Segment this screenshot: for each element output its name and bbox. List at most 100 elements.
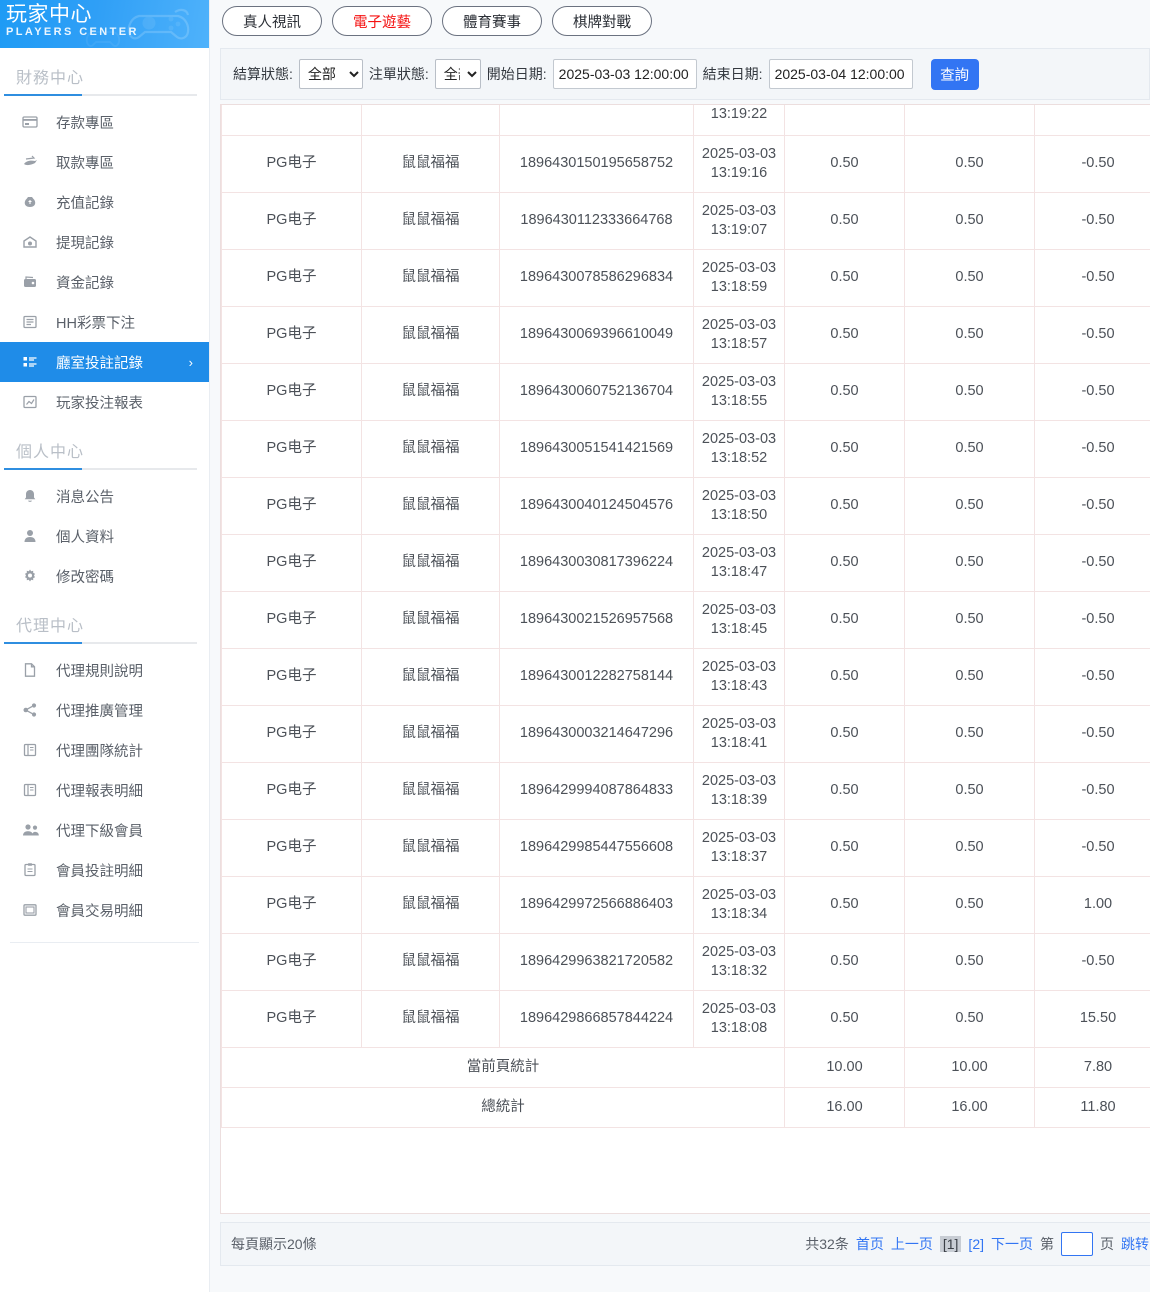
sidebar-item-deposit[interactable]: 存款專區 <box>0 102 209 142</box>
cell-bet-amount: 0.50 <box>784 477 905 535</box>
table-row[interactable]: PG电子 鼠鼠福福 1896429985447556608 2025-03-03 13:… <box>221 819 1150 877</box>
sidebar-item-agent-report-detail[interactable]: 代理報表明細 <box>0 770 209 810</box>
cell-bet-amount: 0.50 <box>784 762 905 820</box>
table-row[interactable]: PG电子 鼠鼠福福 1896430112333664768 2025-03-03 13:… <box>221 192 1150 250</box>
jump-page-input[interactable] <box>1061 1232 1093 1256</box>
sidebar-item-label: 提現記錄 <box>56 235 114 252</box>
sidebar-item-label: 玩家投注報表 <box>56 395 143 412</box>
cell-order-id: 1896430003214647296 <box>499 705 694 763</box>
page-number-2[interactable]: [2] <box>968 1236 984 1252</box>
tab-live-casino[interactable]: 真人視訊 <box>222 6 322 36</box>
money-bag-icon <box>22 194 44 210</box>
table-row[interactable]: PG电子 鼠鼠福福 1896430051541421569 2025-03-03 13:… <box>221 420 1150 478</box>
end-date-input[interactable] <box>768 59 913 89</box>
page-number-1[interactable]: [1] <box>939 1236 962 1252</box>
start-date-input[interactable] <box>552 59 697 89</box>
cell-profit: -0.50 <box>1034 135 1150 193</box>
query-button[interactable]: 查詢 <box>930 58 979 90</box>
jump-unit-label: 页 <box>1100 1236 1114 1252</box>
table-row[interactable]: PG电子 鼠鼠福福 1896430060752136704 2025-03-03 13:… <box>221 363 1150 421</box>
sidebar-item-label: 個人資料 <box>56 529 114 546</box>
sidebar-item-label: HH彩票下注 <box>56 315 135 332</box>
sidebar-item-agent-team-stats[interactable]: 代理團隊統計 <box>0 730 209 770</box>
brand-title-cn: 玩家中心 <box>6 3 92 26</box>
table-summary-body: 當前頁統計 10.00 10.00 7.80 總統計 16.00 16.00 11.80 <box>221 1047 1150 1128</box>
table-row[interactable]: PG电子 鼠鼠福福 1896430150195658752 2025-03-03 13:… <box>221 135 1150 193</box>
table-row[interactable]: PG电子 鼠鼠福福 1896429963821720582 2025-03-03 13:… <box>221 933 1150 991</box>
table-row[interactable]: PG电子 鼠鼠福福 1896430069396610049 2025-03-03 13:… <box>221 306 1150 364</box>
per-page-label: 每頁顯示20條 <box>231 1236 317 1252</box>
cell-bet-amount: 0.50 <box>784 990 905 1048</box>
cell-order-id: 1896429866857844224 <box>499 990 694 1048</box>
sidebar-item-member-bet-detail[interactable]: 會員投註明細 <box>0 850 209 890</box>
sidebar-item-label: 會員投註明細 <box>56 863 143 880</box>
cell-platform: PG电子 <box>221 534 362 592</box>
table-row[interactable]: PG电子 鼠鼠福福 1896429972566886403 2025-03-03 13:… <box>221 876 1150 934</box>
tab-card-games[interactable]: 棋牌對戰 <box>552 6 652 36</box>
cell-profit: -0.50 <box>1034 249 1150 307</box>
settle-status-select[interactable]: 全部 <box>298 59 363 89</box>
cell-game: 鼠鼠福福 <box>361 819 500 877</box>
sidebar-item-member-transaction-detail[interactable]: 會員交易明細 <box>0 890 209 930</box>
share-icon <box>22 702 44 718</box>
sidebar-item-agent-promotion[interactable]: 代理推廣管理 <box>0 690 209 730</box>
sidebar-item-profile[interactable]: 個人資料 <box>0 516 209 556</box>
cell-valid-amount: 0.50 <box>904 363 1035 421</box>
sidebar-item-player-bet-report[interactable]: 玩家投注報表 <box>0 382 209 422</box>
table-row[interactable]: PG电子 鼠鼠福福 1896430003214647296 2025-03-03 13:… <box>221 705 1150 763</box>
table-row[interactable]: PG电子 鼠鼠福福 1896430078586296834 2025-03-03 13:… <box>221 249 1150 307</box>
pagination-controls: 共32条 首页 上一页 [1] [2] 下一页 第 页 跳转 <box>805 1232 1149 1256</box>
cell-platform: PG电子 <box>221 933 362 991</box>
sidebar-item-withdraw[interactable]: 取款專區 <box>0 142 209 182</box>
cell-game: 鼠鼠福福 <box>361 363 500 421</box>
cell-datetime: 2025-03-03 13:18:37 <box>693 819 785 877</box>
bet-status-select[interactable]: 全部 <box>434 59 481 89</box>
sidebar-item-announcements[interactable]: 消息公告 <box>0 476 209 516</box>
next-page-link[interactable]: 下一页 <box>991 1236 1033 1252</box>
cell-game: 鼠鼠福福 <box>361 591 500 649</box>
table-row[interactable]: PG电子 鼠鼠福福 1896429994087864833 2025-03-03 13:… <box>221 762 1150 820</box>
tab-slots[interactable]: 電子遊藝 <box>332 6 432 36</box>
sidebar-item-recharge-record[interactable]: 充值記錄 <box>0 182 209 222</box>
cell-game: 鼠鼠福福 <box>361 933 500 991</box>
cell-platform: PG电子 <box>221 192 362 250</box>
sidebar-item-label: 資金記錄 <box>56 275 114 292</box>
cell-order-id: 1896430012282758144 <box>499 648 694 706</box>
tab-sports[interactable]: 體育賽事 <box>442 6 542 36</box>
table-row[interactable]: PG电子 鼠鼠福福 1896430021526957568 2025-03-03 13:… <box>221 591 1150 649</box>
sidebar-item-label: 代理規則說明 <box>56 663 143 680</box>
table-row[interactable]: PG电子 鼠鼠福福 1896430012282758144 2025-03-03 13:… <box>221 648 1150 706</box>
table-row[interactable]: PG电子 鼠鼠福福 1896429866857844224 2025-03-03 13:… <box>221 990 1150 1048</box>
sidebar-item-fund-record[interactable]: 資金記錄 <box>0 262 209 302</box>
sidebar-section-rule-personal <box>4 468 197 470</box>
cell-bet-amount: 0.50 <box>784 192 905 250</box>
cell-bet-amount: 0.50 <box>784 648 905 706</box>
cell-bet-amount: 0.50 <box>784 420 905 478</box>
sidebar-item-hall-betting-record[interactable]: 廳室投註記錄 › <box>0 342 209 382</box>
sidebar-item-withdraw-record[interactable]: 提現記錄 <box>0 222 209 262</box>
sidebar-item-hh-lottery[interactable]: HH彩票下注 <box>0 302 209 342</box>
summary-bet: 16.00 <box>784 1087 905 1128</box>
sidebar-item-change-password[interactable]: 修改密碼 <box>0 556 209 596</box>
sidebar-section-rule-finance <box>4 94 197 96</box>
jump-button[interactable]: 跳转 <box>1121 1236 1149 1252</box>
first-page-link[interactable]: 首页 <box>855 1236 884 1252</box>
prev-page-link[interactable]: 上一页 <box>890 1236 933 1252</box>
table-row[interactable]: PG电子 鼠鼠福福 1896430030817396224 2025-03-03 13:… <box>221 534 1150 592</box>
sidebar-item-agent-rules[interactable]: 代理規則說明 <box>0 650 209 690</box>
sidebar-item-label: 修改密碼 <box>56 569 114 586</box>
table-row[interactable]: PG电子 鼠鼠福福 1896430040124504576 2025-03-03 13:… <box>221 477 1150 535</box>
cell-bet-amount: 0.50 <box>784 249 905 307</box>
cell-order-id: 1896430040124504576 <box>499 477 694 535</box>
cell-order-id: 1896429963821720582 <box>499 933 694 991</box>
cell-platform: PG电子 <box>221 762 362 820</box>
summary-valid: 16.00 <box>904 1087 1035 1128</box>
cell-bet-amount: 0.50 <box>784 306 905 364</box>
cell-order-id: 1896430021526957568 <box>499 591 694 649</box>
table-summary-row: 總統計 16.00 16.00 11.80 <box>221 1087 1150 1128</box>
cell-profit: -0.50 <box>1034 933 1150 991</box>
book-icon <box>22 782 44 798</box>
sidebar-item-agent-subordinates[interactable]: 代理下級會員 <box>0 810 209 850</box>
cell-valid-amount: 0.50 <box>904 135 1035 193</box>
cell-platform: PG电子 <box>221 249 362 307</box>
